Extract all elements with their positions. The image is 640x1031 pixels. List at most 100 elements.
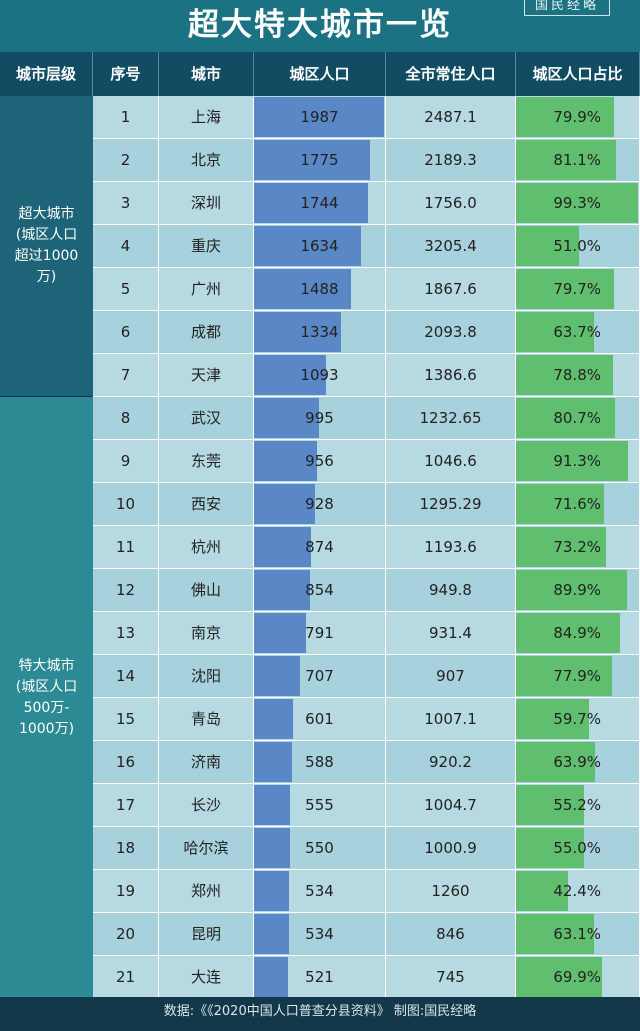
rank-cell: 2	[93, 139, 159, 182]
urban-pop-bar	[254, 699, 294, 739]
ratio-cell: 84.9%	[516, 612, 640, 655]
ratio-bar	[516, 742, 595, 782]
total-pop-cell: 1260	[386, 870, 516, 913]
urban-pop-bar	[254, 398, 320, 438]
urban-pop-bar	[254, 570, 310, 610]
urban-pop-bar	[254, 957, 289, 997]
ratio-label: 55.2%	[553, 796, 601, 814]
ratio-cell: 78.8%	[516, 354, 640, 397]
ratio-bar	[516, 914, 594, 954]
urban-pop-cell: 588	[254, 741, 386, 784]
urban-pop-bar	[254, 742, 293, 782]
city-cell: 北京	[159, 139, 254, 182]
total-pop-cell: 907	[386, 655, 516, 698]
city-cell: 重庆	[159, 225, 254, 268]
urban-pop-label: 550	[305, 839, 334, 857]
rank-cell: 12	[93, 569, 159, 612]
ratio-label: 73.2%	[553, 538, 601, 556]
city-cell: 深圳	[159, 182, 254, 225]
tier-label-line: 特大城市	[18, 657, 75, 674]
ratio-label: 91.3%	[553, 452, 601, 470]
city-cell: 广州	[159, 268, 254, 311]
total-pop-cell: 1007.1	[386, 698, 516, 741]
tier-cell: 特大城市 (城区人口 500万- 1000万)	[0, 397, 93, 999]
header-2: 城市	[159, 52, 254, 96]
ratio-bar	[516, 97, 615, 137]
city-cell: 南京	[159, 612, 254, 655]
rank-cell: 9	[93, 440, 159, 483]
urban-pop-label: 1334	[300, 323, 339, 341]
ratio-cell: 42.4%	[516, 870, 640, 913]
city-cell: 长沙	[159, 784, 254, 827]
ratio-label: 63.7%	[553, 323, 601, 341]
ratio-bar	[516, 269, 615, 309]
total-pop-cell: 846	[386, 913, 516, 956]
rank-cell: 17	[93, 784, 159, 827]
urban-pop-cell: 601	[254, 698, 386, 741]
total-pop-cell: 1232.65	[386, 397, 516, 440]
source-footer: 数据:《《2020中国人口普查分县资料》 制图:国民经略	[0, 997, 640, 1031]
ratio-cell: 55.2%	[516, 784, 640, 827]
tier-label-line: (城区人口	[15, 227, 78, 243]
rank-cell: 15	[93, 698, 159, 741]
ratio-label: 59.7%	[553, 710, 601, 728]
urban-pop-cell: 1744	[254, 182, 386, 225]
ratio-bar	[516, 183, 639, 223]
ratio-bar	[516, 312, 595, 352]
urban-pop-bar	[254, 914, 289, 954]
urban-pop-bar	[254, 527, 312, 567]
rank-cell: 18	[93, 827, 159, 870]
urban-pop-cell: 534	[254, 870, 386, 913]
urban-pop-cell: 854	[254, 569, 386, 612]
urban-pop-label: 791	[305, 624, 334, 642]
total-pop-cell: 920.2	[386, 741, 516, 784]
total-pop-cell: 2487.1	[386, 96, 516, 139]
ratio-bar	[516, 527, 607, 567]
urban-pop-label: 601	[305, 710, 334, 728]
urban-pop-label: 1744	[300, 194, 339, 212]
ratio-label: 55.0%	[553, 839, 601, 857]
urban-pop-bar	[254, 441, 317, 481]
ratio-bar	[516, 398, 616, 438]
ratio-label: 84.9%	[553, 624, 601, 642]
page-title: 超大特大城市一览	[0, 0, 640, 52]
urban-pop-bar	[254, 613, 306, 653]
total-pop-cell: 2093.8	[386, 311, 516, 354]
total-pop-cell: 3205.4	[386, 225, 516, 268]
rank-cell: 1	[93, 96, 159, 139]
urban-pop-label: 1488	[300, 280, 339, 298]
urban-pop-label: 1987	[300, 108, 339, 126]
tier-label-line: (城区人口	[15, 678, 78, 695]
ratio-cell: 80.7%	[516, 397, 640, 440]
urban-pop-cell: 534	[254, 913, 386, 956]
rank-cell: 21	[93, 956, 159, 999]
ratio-label: 81.1%	[553, 151, 601, 169]
urban-pop-label: 874	[305, 538, 334, 556]
rank-cell: 16	[93, 741, 159, 784]
header-5: 城区人口占比	[516, 52, 640, 96]
city-cell: 郑州	[159, 870, 254, 913]
urban-pop-label: 707	[305, 667, 334, 685]
rank-cell: 14	[93, 655, 159, 698]
ratio-bar	[516, 441, 629, 481]
total-pop-cell: 1756.0	[386, 182, 516, 225]
ratio-cell: 63.7%	[516, 311, 640, 354]
ratio-cell: 55.0%	[516, 827, 640, 870]
ratio-label: 79.7%	[553, 280, 601, 298]
urban-pop-bar	[254, 828, 290, 868]
urban-pop-label: 956	[305, 452, 334, 470]
total-pop-cell: 1004.7	[386, 784, 516, 827]
header-1: 序号	[93, 52, 159, 96]
tier-label-line: 500万-	[23, 699, 70, 716]
urban-pop-cell: 995	[254, 397, 386, 440]
total-pop-cell: 745	[386, 956, 516, 999]
urban-pop-cell: 707	[254, 655, 386, 698]
urban-pop-bar	[254, 312, 342, 352]
urban-pop-cell: 1093	[254, 354, 386, 397]
urban-pop-bar	[254, 97, 384, 137]
urban-pop-label: 995	[305, 409, 334, 427]
ratio-cell: 71.6%	[516, 483, 640, 526]
ratio-cell: 79.9%	[516, 96, 640, 139]
urban-pop-bar	[254, 656, 301, 696]
urban-pop-label: 588	[305, 753, 334, 771]
